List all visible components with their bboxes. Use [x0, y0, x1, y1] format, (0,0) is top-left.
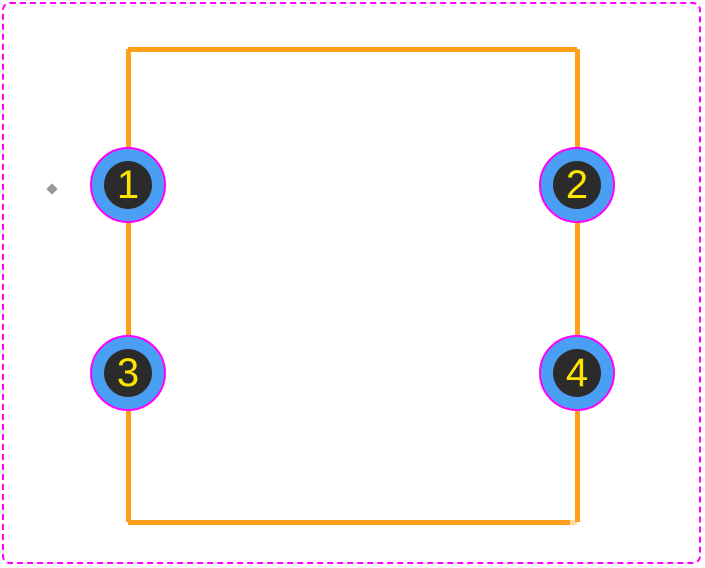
pad-label-1: 1	[117, 163, 139, 208]
pad-1: 1	[90, 147, 166, 223]
silkscreen-top	[128, 47, 577, 52]
pad-2: 2	[539, 147, 615, 223]
pad-label-3: 3	[117, 351, 139, 396]
silkscreen-left	[126, 49, 131, 522]
silkscreen-bottom-main	[128, 520, 570, 525]
silkscreen-right	[575, 49, 580, 522]
pad-hole-3: 3	[104, 349, 152, 397]
pad-4: 4	[539, 335, 615, 411]
pad-label-2: 2	[566, 163, 588, 208]
courtyard-outline	[2, 2, 701, 564]
pad-hole-2: 2	[553, 161, 601, 209]
pad-3: 3	[90, 335, 166, 411]
pad-hole-1: 1	[104, 161, 152, 209]
pad-label-4: 4	[566, 351, 588, 396]
pad-hole-4: 4	[553, 349, 601, 397]
